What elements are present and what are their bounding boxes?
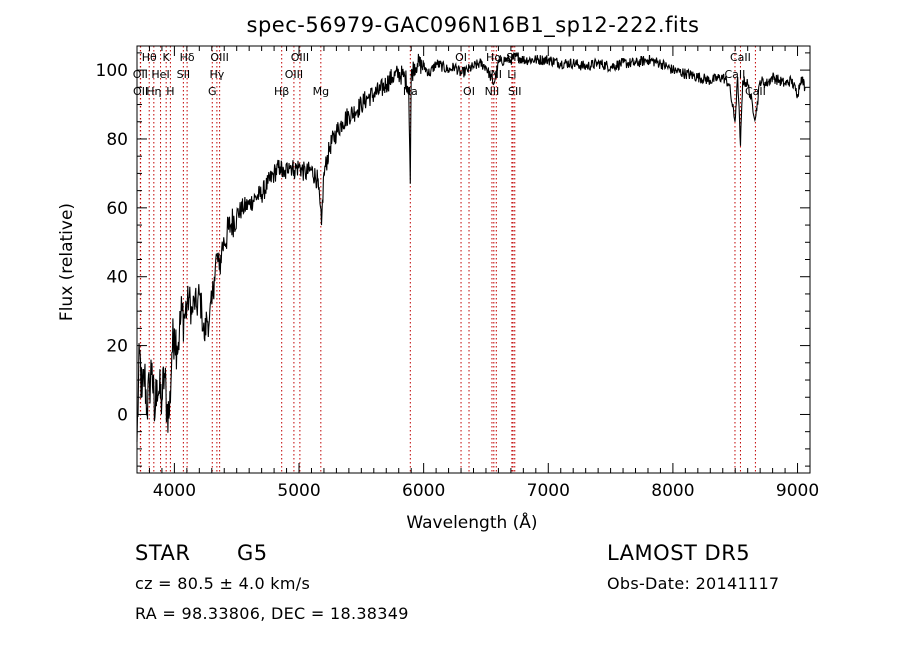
line-label: NII bbox=[485, 85, 500, 98]
spectrum-chart: spec-56979-GAC096N16B1_sp12-222.fits Hθ K… bbox=[57, 13, 819, 533]
spectrum-line bbox=[136, 51, 806, 443]
y-tick-label: 100 bbox=[96, 61, 128, 81]
x-tick-label: 6000 bbox=[402, 481, 445, 501]
line-label: Mg bbox=[313, 85, 329, 98]
line-label: OIII bbox=[210, 51, 228, 64]
x-tick-label: 4000 bbox=[153, 481, 196, 501]
x-tick-label: 8000 bbox=[651, 481, 694, 501]
obs-date: Obs-Date: 20141117 bbox=[607, 574, 780, 593]
line-label: CaII bbox=[725, 68, 746, 81]
line-label: H bbox=[166, 85, 174, 98]
velocity: cz = 80.5 ± 4.0 km/s bbox=[135, 574, 311, 593]
x-axis-label: Wavelength (Å) bbox=[406, 511, 537, 533]
object-class: STAR bbox=[135, 541, 191, 565]
y-tick-label: 0 bbox=[117, 405, 128, 425]
subclass: G5 bbox=[237, 541, 268, 565]
line-markers bbox=[139, 46, 756, 473]
line-label: Hβ bbox=[274, 85, 289, 98]
x-tick-label: 5000 bbox=[277, 481, 320, 501]
survey-name: LAMOST DR5 bbox=[607, 541, 751, 565]
line-label: OI bbox=[455, 51, 467, 64]
y-tick-label: 80 bbox=[106, 130, 128, 150]
line-label: Hγ bbox=[209, 68, 224, 81]
line-label: G bbox=[208, 85, 217, 98]
line-label: HeI bbox=[151, 68, 169, 81]
x-tick-label: 7000 bbox=[527, 481, 570, 501]
chart-title: spec-56979-GAC096N16B1_sp12-222.fits bbox=[247, 13, 700, 38]
line-label: OIII bbox=[291, 51, 309, 64]
line-label: K bbox=[163, 51, 171, 64]
x-tick-label: 9000 bbox=[776, 481, 819, 501]
y-tick-label: 60 bbox=[106, 199, 128, 219]
line-label: SII bbox=[508, 85, 521, 98]
y-axis-label: Flux (relative) bbox=[57, 203, 77, 321]
line-label: OIII bbox=[285, 68, 303, 81]
line-label: Hη bbox=[146, 85, 161, 98]
y-tick-label: 40 bbox=[106, 268, 128, 288]
x-axis-ticks: 4000 5000 6000 7000 8000 9000 bbox=[148, 46, 819, 501]
y-axis-ticks: 0 20 40 60 80 100 bbox=[96, 52, 810, 467]
line-label: OI bbox=[463, 85, 475, 98]
line-label: Hθ bbox=[142, 51, 157, 64]
line-label: CaII bbox=[730, 51, 751, 64]
coordinates: RA = 98.33806, DEC = 18.38349 bbox=[135, 604, 409, 623]
line-label: Hδ bbox=[180, 51, 195, 64]
line-label: SII bbox=[177, 68, 190, 81]
y-tick-label: 20 bbox=[106, 337, 128, 357]
line-label: Li bbox=[507, 68, 516, 81]
plot-frame bbox=[136, 45, 811, 474]
line-label: Hα bbox=[486, 51, 502, 64]
